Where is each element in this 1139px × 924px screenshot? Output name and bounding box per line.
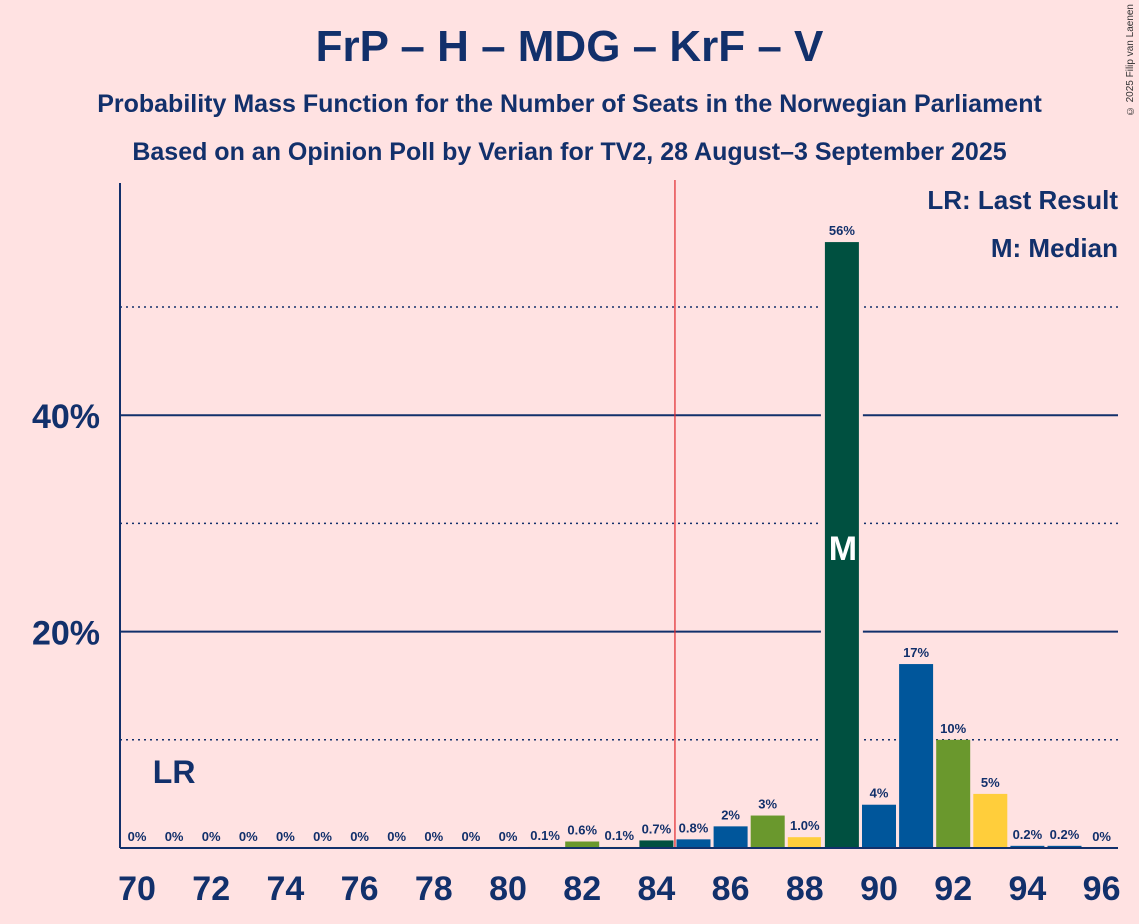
value-label: 0% [1092, 829, 1111, 844]
bar [824, 242, 859, 848]
value-label: 17% [903, 645, 929, 660]
x-tick-label: 94 [1008, 870, 1046, 908]
x-tick-label: 72 [192, 870, 230, 908]
legend-median: M: Median [990, 233, 1118, 263]
value-label: 0.7% [642, 821, 672, 836]
value-label: 0.6% [567, 823, 597, 838]
value-label: 2% [721, 807, 740, 822]
chart-source: Based on an Opinion Poll by Verian for T… [132, 138, 1007, 166]
value-label: 1.0% [790, 818, 820, 833]
value-label: 0% [128, 829, 147, 844]
value-label: 0% [239, 829, 258, 844]
value-label: 0% [499, 829, 518, 844]
bar [862, 804, 896, 848]
bar [1010, 845, 1045, 848]
x-tick-label: 90 [860, 870, 898, 908]
x-tick-label: 86 [712, 870, 750, 908]
x-tick-label: 88 [786, 870, 824, 908]
value-label: 0% [424, 829, 443, 844]
y-tick-label: 20% [32, 615, 100, 653]
value-label: 0.2% [1013, 827, 1043, 842]
value-label: 56% [829, 223, 855, 238]
x-tick-label: 96 [1083, 870, 1121, 908]
value-label: 0.1% [530, 828, 560, 843]
value-label: 0% [350, 829, 369, 844]
bar [936, 739, 971, 848]
x-tick-label: 70 [118, 870, 156, 908]
legend-last-result: LR: Last Result [927, 185, 1118, 215]
bar [787, 837, 822, 848]
bar [973, 793, 1008, 848]
x-tick-label: 80 [489, 870, 527, 908]
last-result-marker: LR [153, 754, 196, 790]
bar [639, 840, 674, 848]
x-tick-label: 74 [266, 870, 304, 908]
x-tick-label: 76 [341, 870, 379, 908]
value-label: 4% [870, 786, 889, 801]
bar [899, 664, 934, 848]
chart-title: FrP – H – MDG – KrF – V [315, 22, 824, 71]
value-label: 0.1% [604, 828, 634, 843]
value-label: 0% [313, 829, 332, 844]
bar [676, 839, 711, 848]
value-label: 0% [387, 829, 406, 844]
value-label: 3% [758, 797, 777, 812]
x-tick-label: 92 [934, 870, 972, 908]
bar [565, 841, 600, 848]
value-label: 0% [165, 829, 184, 844]
value-label: 0.8% [679, 820, 709, 835]
y-tick-label: 40% [32, 398, 100, 436]
bar [1047, 845, 1082, 848]
chart-subtitle: Probability Mass Function for the Number… [97, 90, 1042, 118]
value-label: 10% [940, 721, 966, 736]
bar [750, 815, 785, 848]
value-label: 0% [462, 829, 481, 844]
value-label: 0% [276, 829, 295, 844]
value-label: 0% [202, 829, 221, 844]
value-label: 0.2% [1050, 827, 1080, 842]
x-tick-label: 78 [415, 870, 453, 908]
value-label: 5% [981, 775, 1000, 790]
bar [713, 826, 748, 848]
x-tick-label: 82 [563, 870, 601, 908]
median-marker: M [829, 530, 857, 568]
x-tick-label: 84 [637, 870, 675, 908]
